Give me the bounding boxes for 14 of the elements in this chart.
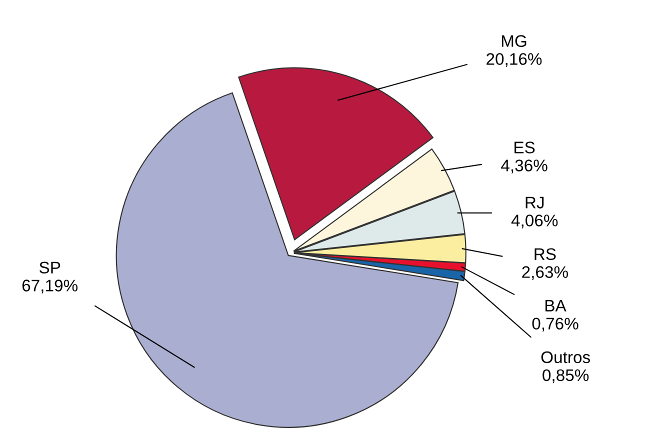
data-label: 4,36% [501,160,548,174]
data-label: 67,19% [22,280,78,294]
slice-label: RJ [526,196,544,208]
slice-label: RS [534,248,556,260]
slice-label: SP [39,262,60,274]
data-label: 0,85% [542,369,589,384]
data-label: 0,76% [532,318,578,332]
data-label: 2,63% [522,266,568,280]
data-label: 20,16% [486,53,542,67]
slice-label: Outros [541,351,590,364]
slice-label: MG [502,35,526,47]
data-label: 4,06% [511,214,558,228]
slice-label: BA [546,300,566,312]
slice-label: ES [514,142,535,154]
